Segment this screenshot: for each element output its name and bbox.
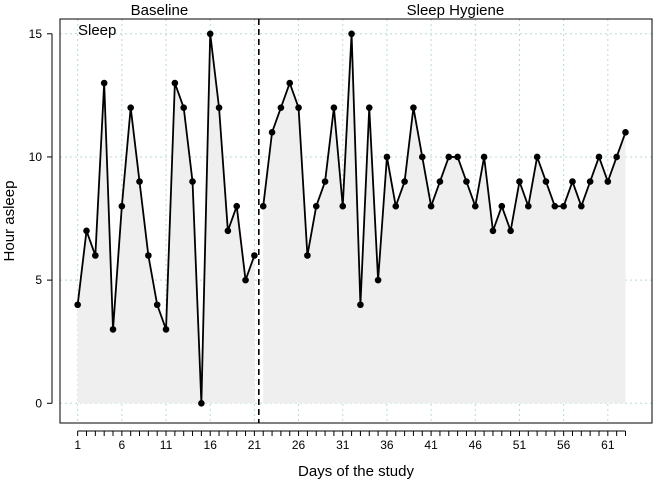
area-fills: [77, 33, 626, 404]
data-point: [330, 104, 338, 111]
data-point: [286, 79, 294, 87]
data-point: [92, 252, 99, 259]
series-2-line: [262, 32, 627, 306]
x-tick-label: 11: [160, 438, 173, 452]
panel-label: Sleep: [78, 22, 116, 39]
data-point: [109, 326, 117, 333]
data-point: [613, 153, 620, 161]
data-point: [224, 227, 232, 235]
data-point: [578, 202, 585, 210]
data-point: [312, 202, 320, 210]
data-point: [100, 79, 108, 87]
data-point: [348, 30, 355, 38]
data-point: [74, 301, 81, 309]
data-point: [551, 202, 559, 210]
data-point: [516, 178, 523, 185]
data-point: [489, 227, 497, 235]
x-tick-label: 1: [74, 438, 81, 452]
data-point: [171, 79, 179, 87]
x-tick-label: 61: [601, 438, 615, 452]
data-point: [136, 178, 143, 185]
y-tick-label: 0: [35, 396, 42, 410]
data-point: [268, 129, 276, 136]
data-point: [118, 202, 126, 210]
data-point: [162, 326, 170, 333]
data-point: [401, 178, 408, 185]
data-point: [215, 104, 223, 111]
data-point: [392, 202, 400, 210]
data-point: [321, 178, 329, 185]
x-tick-label: 46: [469, 438, 483, 452]
y-tick-label: 5: [35, 273, 42, 287]
data-point: [524, 202, 532, 210]
data-point: [454, 153, 461, 161]
data-point: [206, 30, 214, 38]
data-point: [295, 104, 302, 111]
y-axis-title: Hour asleep: [1, 181, 18, 262]
series-2-area: [263, 33, 626, 404]
x-tick-label: 36: [380, 438, 394, 452]
data-point: [445, 153, 453, 161]
data-point: [374, 276, 382, 284]
data-point: [145, 252, 152, 259]
data-point: [242, 276, 249, 284]
data-point: [471, 202, 479, 210]
x-tick-label: 51: [513, 438, 527, 452]
data-point: [533, 153, 541, 161]
data-point: [569, 178, 576, 185]
x-tick-label: 56: [557, 438, 571, 452]
data-point: [198, 399, 205, 407]
data-point: [586, 178, 594, 185]
data-point: [357, 301, 364, 309]
x-tick-label: 6: [119, 438, 126, 452]
x-tick-label: 26: [292, 438, 306, 452]
x-tick-label: 41: [424, 438, 438, 452]
data-point: [498, 202, 506, 210]
data-point: [83, 227, 90, 235]
data-point: [277, 104, 285, 111]
data-point: [604, 178, 612, 185]
data-point: [127, 104, 134, 111]
data-point: [180, 104, 188, 111]
data-point: [365, 104, 373, 111]
data-point: [383, 153, 391, 161]
data-point: [233, 202, 241, 210]
data-point: [339, 202, 347, 210]
phase-label-sleep-hygiene: Sleep Hygiene: [407, 2, 505, 19]
data-point: [410, 104, 417, 111]
data-point: [507, 227, 514, 235]
chart-labels: Sleep Baseline Sleep Hygiene Days of the…: [1, 2, 504, 480]
data-point: [560, 202, 567, 210]
plot-frame: [59, 18, 653, 424]
phase-label-baseline: Baseline: [131, 2, 189, 19]
x-axis-title: Days of the study: [298, 463, 414, 480]
series-1-area: [77, 33, 255, 404]
y-tick-label: 15: [29, 27, 43, 41]
data-point: [480, 153, 488, 161]
y-tick-label: 10: [29, 150, 43, 164]
data-point: [595, 153, 603, 161]
data-point: [622, 129, 629, 136]
data-point: [542, 178, 550, 185]
data-point: [153, 301, 161, 309]
data-points: [74, 30, 629, 407]
data-point: [436, 178, 444, 185]
data-point: [427, 202, 435, 210]
x-tick-label: 21: [248, 438, 262, 452]
data-point: [304, 252, 311, 259]
data-point: [259, 202, 267, 210]
x-tick-label: 31: [336, 438, 350, 452]
x-tick-label: 16: [204, 438, 218, 452]
data-point: [418, 153, 426, 161]
data-point: [463, 178, 470, 185]
data-point: [251, 252, 258, 259]
data-point: [189, 178, 196, 185]
